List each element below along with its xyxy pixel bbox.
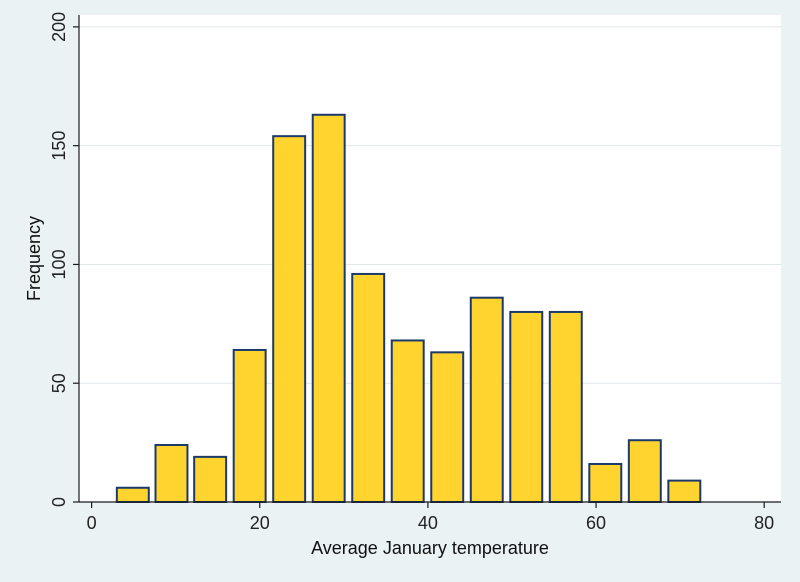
histogram-bar — [193, 455, 228, 503]
histogram-bar — [232, 348, 267, 503]
y-tick-label: 50 — [49, 373, 69, 393]
y-tick-label: 150 — [49, 131, 69, 161]
x-tick-label: 40 — [418, 513, 438, 533]
y-tick-label: 100 — [49, 249, 69, 279]
grid-lines — [79, 26, 781, 384]
histogram-bar — [509, 310, 544, 504]
y-tick-label: 0 — [49, 497, 69, 507]
y-ticks: 0 50 100 150 200 — [49, 12, 79, 507]
x-axis-title: Average January temperature — [311, 538, 549, 558]
histogram-bar — [430, 351, 465, 503]
histogram-bar — [548, 310, 583, 504]
histogram-bar — [588, 462, 623, 503]
histogram-bar — [667, 479, 702, 503]
x-tick-label: 20 — [250, 513, 270, 533]
histogram-bar — [627, 439, 662, 504]
x-tick-label: 0 — [87, 513, 97, 533]
histogram-bar — [469, 296, 504, 504]
axes — [78, 15, 781, 503]
x-tick-label: 60 — [586, 513, 606, 533]
y-tick-label: 200 — [49, 12, 69, 42]
histogram-bar — [351, 272, 386, 503]
x-tick-label: 80 — [754, 513, 774, 533]
plot-area — [79, 15, 781, 502]
histogram-bar — [115, 486, 150, 503]
histogram-bar — [272, 135, 307, 503]
histogram-bar — [311, 113, 346, 504]
histogram-bar — [390, 339, 425, 503]
x-ticks: 0 20 40 60 80 — [87, 502, 774, 533]
y-axis-title: Frequency — [24, 216, 44, 301]
bars — [115, 113, 702, 504]
histogram-bar — [154, 443, 189, 503]
